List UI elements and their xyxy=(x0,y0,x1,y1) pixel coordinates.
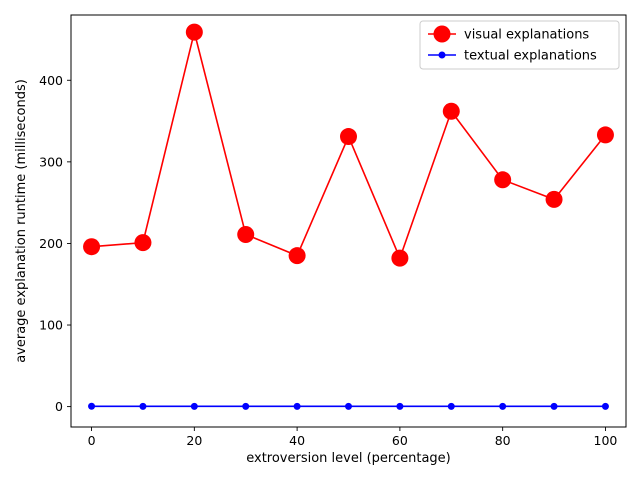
legend: visual explanations textual explanations xyxy=(419,20,620,70)
data-point xyxy=(499,402,507,410)
legend-label: textual explanations xyxy=(464,49,597,64)
y-tick-label: 100 xyxy=(39,318,63,333)
y-tick-label: 300 xyxy=(39,154,63,169)
data-point xyxy=(185,23,203,41)
legend-marker xyxy=(433,25,451,43)
data-point xyxy=(494,171,512,189)
x-tick-label: 80 xyxy=(495,433,511,448)
series-visual xyxy=(83,23,614,267)
data-point xyxy=(134,234,152,252)
data-point xyxy=(288,247,306,265)
y-tick-label: 400 xyxy=(39,73,63,88)
data-point xyxy=(596,126,614,144)
y-tick-label: 0 xyxy=(55,399,63,414)
x-axis: 0 20 40 60 80 100 xyxy=(88,427,618,448)
y-axis: 0 100 200 300 400 xyxy=(39,73,71,414)
data-point xyxy=(391,249,409,267)
data-point xyxy=(190,402,198,410)
x-tick-label: 0 xyxy=(88,433,96,448)
data-point xyxy=(242,402,250,410)
data-point xyxy=(396,402,404,410)
data-point xyxy=(447,402,455,410)
data-point xyxy=(88,402,96,410)
series-layer xyxy=(83,23,614,410)
data-point xyxy=(83,238,101,256)
legend-item: visual explanations xyxy=(428,25,589,43)
x-tick-label: 20 xyxy=(186,433,202,448)
x-axis-label: extroversion level (percentage) xyxy=(246,451,451,466)
legend-item: textual explanations xyxy=(428,49,597,64)
y-tick-label: 200 xyxy=(39,236,63,251)
data-point xyxy=(442,102,460,120)
legend-label: visual explanations xyxy=(464,28,589,43)
data-point xyxy=(550,402,558,410)
data-point xyxy=(601,402,609,410)
data-point xyxy=(237,225,255,243)
x-tick-label: 100 xyxy=(594,433,618,448)
legend-box xyxy=(419,20,620,70)
data-point xyxy=(293,402,301,410)
x-tick-label: 60 xyxy=(392,433,408,448)
data-point xyxy=(345,402,352,410)
series-textual xyxy=(88,402,609,410)
legend-marker xyxy=(438,51,446,59)
data-point xyxy=(139,402,147,410)
data-point xyxy=(545,190,563,208)
data-point xyxy=(340,128,357,146)
y-axis-label: average explanation runtime (millisecond… xyxy=(14,79,29,363)
plot-area xyxy=(70,14,627,428)
x-tick-label: 40 xyxy=(289,433,305,448)
